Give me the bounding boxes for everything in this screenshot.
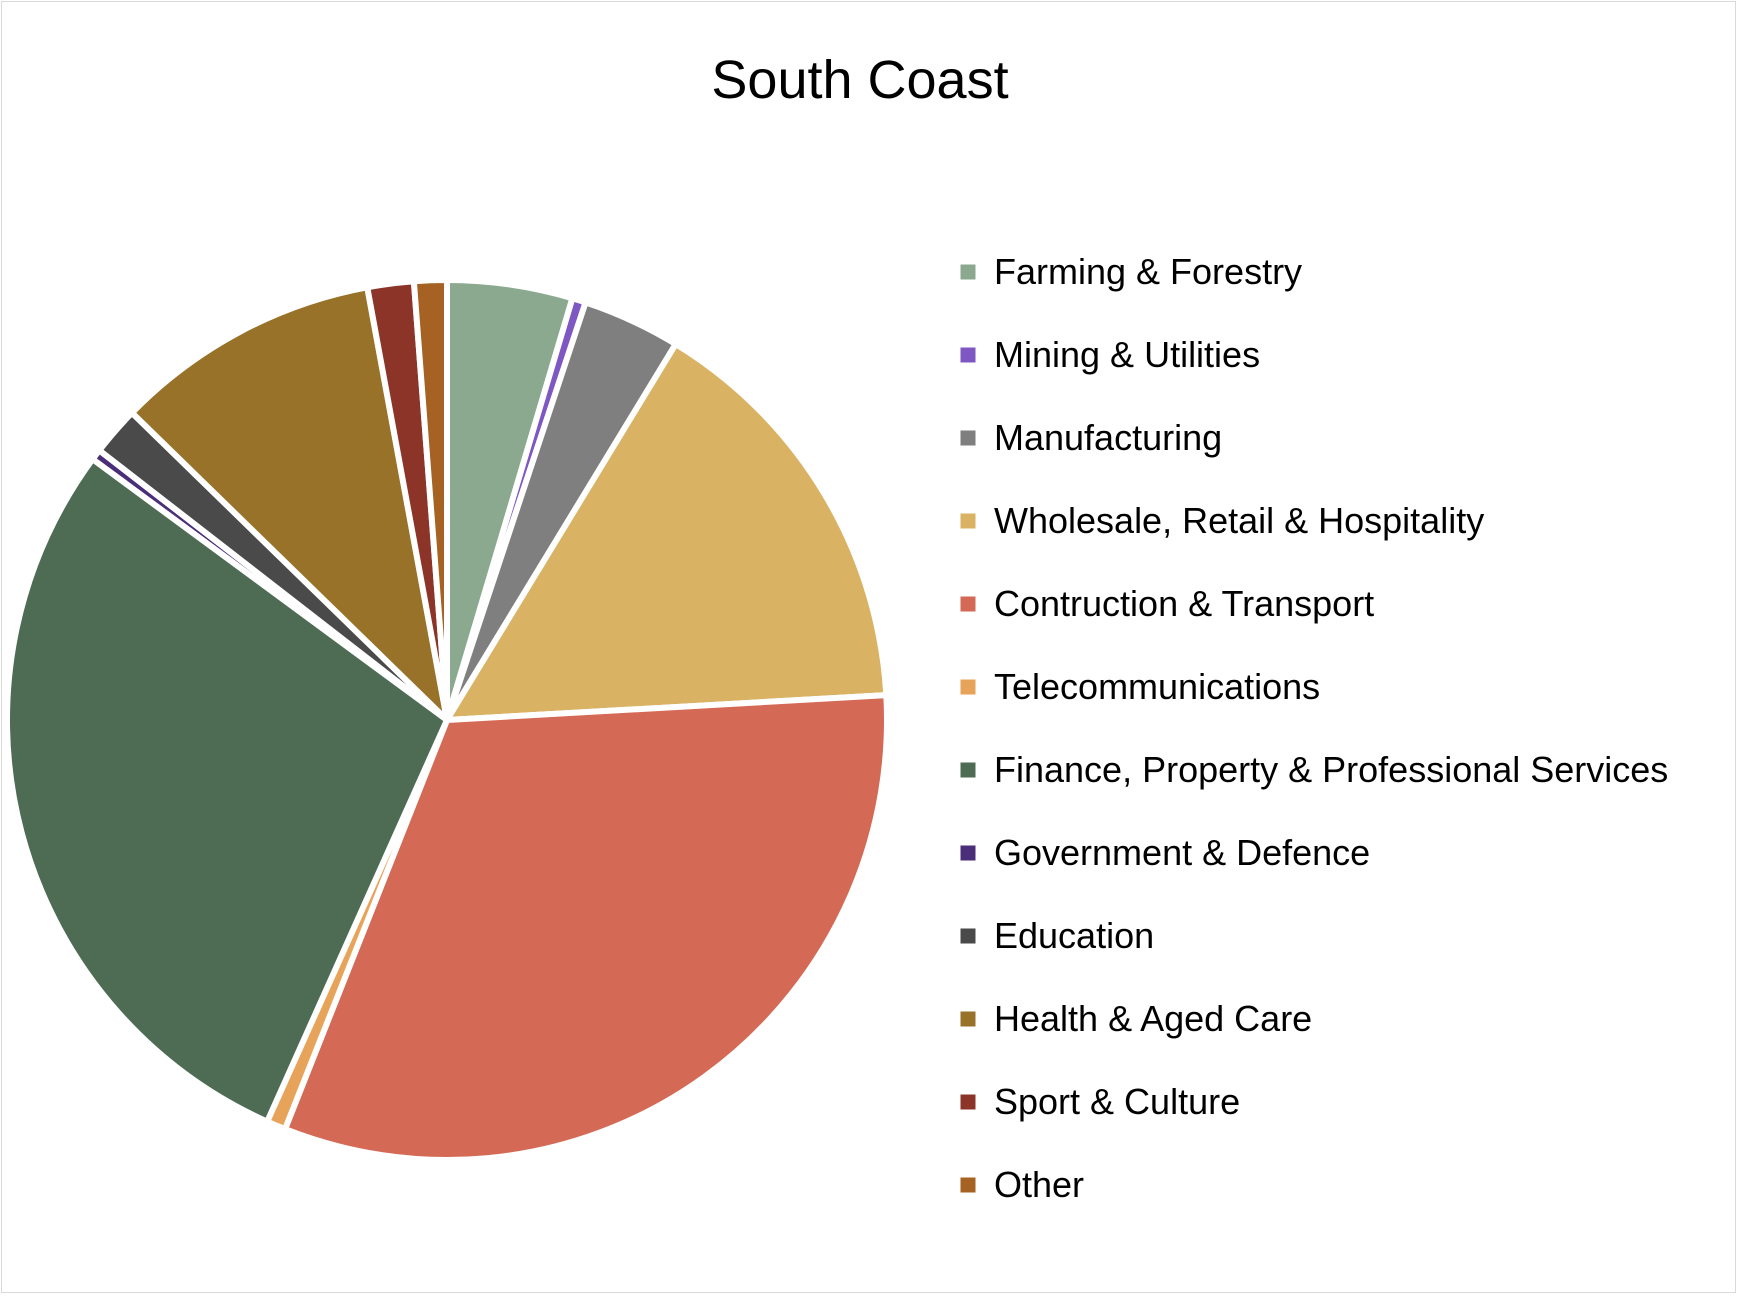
legend-item-health-and-aged-care: Health & Aged Care xyxy=(960,998,1312,1039)
legend-swatch xyxy=(960,1094,976,1110)
pie-slice-wholesale-retail-and-hospitality xyxy=(444,341,890,723)
legend-swatch xyxy=(960,1177,976,1193)
pie-slices xyxy=(3,277,890,1163)
legend-label: Finance, Property & Professional Service… xyxy=(994,749,1668,790)
legend-item-other: Other xyxy=(960,1164,1084,1205)
legend-label: Contruction & Transport xyxy=(994,583,1374,624)
chart-title: South Coast xyxy=(711,50,1008,110)
legend-swatch xyxy=(960,513,976,529)
pie-slice-contruction-and-transport xyxy=(282,692,890,1163)
pie-slice-other xyxy=(410,277,450,723)
legend-label: Health & Aged Care xyxy=(994,998,1312,1039)
legend-item-manufacturing: Manufacturing xyxy=(960,417,1222,458)
legend-item-finance-property-and-professional-services: Finance, Property & Professional Service… xyxy=(960,749,1668,790)
legend-swatch xyxy=(960,762,976,778)
legend-swatch xyxy=(960,679,976,695)
legend-swatch xyxy=(960,347,976,363)
legend-item-telecommunications: Telecommunications xyxy=(960,666,1320,707)
legend-swatch xyxy=(960,430,976,446)
legend-item-farming-and-forestry: Farming & Forestry xyxy=(960,251,1302,292)
legend-label: Mining & Utilities xyxy=(994,334,1260,375)
legend-item-education: Education xyxy=(960,915,1154,956)
pie-slice-finance-property-and-professional-services xyxy=(3,456,450,1125)
legend-swatch xyxy=(960,845,976,861)
legend: Farming & Forestry Mining & Utilities Manu… xyxy=(960,251,1668,1205)
legend-label: Education xyxy=(994,915,1154,956)
legend-item-sport-and-culture: Sport & Culture xyxy=(960,1081,1240,1122)
legend-label: Farming & Forestry xyxy=(994,251,1302,292)
legend-label: Manufacturing xyxy=(994,417,1222,458)
legend-label: Other xyxy=(994,1164,1084,1205)
legend-item-mining-and-utilities: Mining & Utilities xyxy=(960,334,1260,375)
legend-item-government-and-defence: Government & Defence xyxy=(960,832,1370,873)
legend-swatch xyxy=(960,1011,976,1027)
legend-swatch xyxy=(960,264,976,280)
legend-label: Sport & Culture xyxy=(994,1081,1240,1122)
legend-label: Wholesale, Retail & Hospitality xyxy=(994,500,1484,541)
pie-slice-health-and-aged-care xyxy=(128,284,450,723)
legend-item-contruction-and-transport: Contruction & Transport xyxy=(960,583,1374,624)
legend-swatch xyxy=(960,596,976,612)
legend-label: Telecommunications xyxy=(994,666,1320,707)
legend-item-wholesale-retail-and-hospitality: Wholesale, Retail & Hospitality xyxy=(960,500,1484,541)
legend-swatch xyxy=(960,928,976,944)
legend-label: Government & Defence xyxy=(994,832,1370,873)
